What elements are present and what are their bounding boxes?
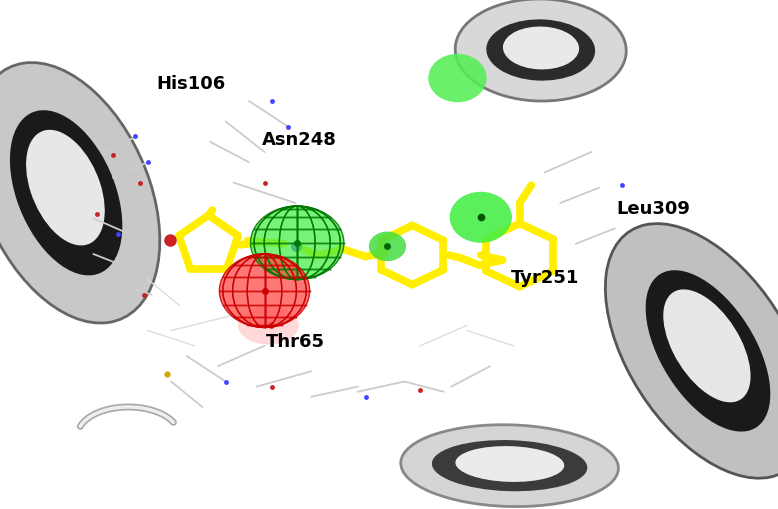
Ellipse shape <box>432 440 587 491</box>
Ellipse shape <box>401 425 619 506</box>
Text: Thr65: Thr65 <box>266 332 325 350</box>
Ellipse shape <box>251 207 344 280</box>
Text: Tyr251: Tyr251 <box>510 268 579 287</box>
Ellipse shape <box>369 232 406 262</box>
Ellipse shape <box>486 20 595 81</box>
Ellipse shape <box>455 446 564 482</box>
Text: His106: His106 <box>156 75 226 93</box>
Ellipse shape <box>605 224 778 478</box>
Ellipse shape <box>0 64 159 323</box>
Ellipse shape <box>503 27 579 70</box>
Text: Asn248: Asn248 <box>262 131 337 149</box>
Ellipse shape <box>219 254 310 328</box>
Ellipse shape <box>26 130 105 246</box>
Ellipse shape <box>10 111 122 276</box>
Ellipse shape <box>450 192 512 243</box>
Ellipse shape <box>646 271 770 432</box>
Text: Leu309: Leu309 <box>617 200 690 218</box>
Ellipse shape <box>455 0 626 102</box>
Ellipse shape <box>664 290 751 403</box>
Ellipse shape <box>428 55 487 103</box>
Ellipse shape <box>238 306 299 345</box>
